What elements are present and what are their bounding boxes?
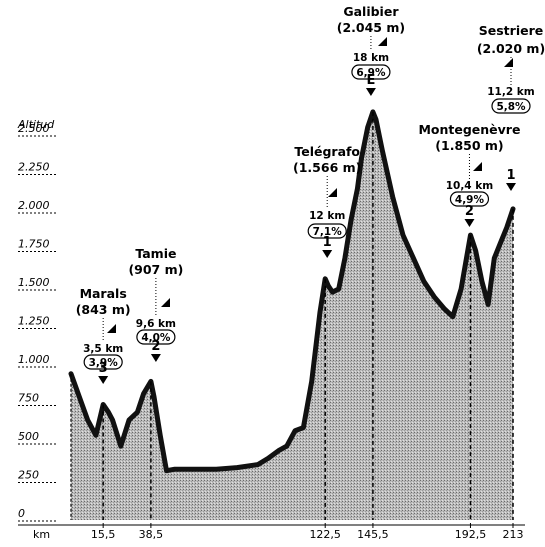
y-tick-label: 0 <box>18 507 25 520</box>
gradient-triangle-icon <box>328 188 337 197</box>
axis-layer: Altitud 0 250 500 750 1.000 1.250 1.500 1.750 2.0… <box>17 118 525 541</box>
climb-gradient: 6,9% <box>356 67 386 79</box>
y-axis-title: Altitud <box>17 118 55 131</box>
y-tick-label: 2.000 <box>18 199 50 212</box>
peak-altitude: (907 m) <box>128 262 183 277</box>
gradient-badge <box>491 98 531 114</box>
x-tick-label: 15,5 <box>91 528 116 541</box>
climb-distance: 3,5 km <box>83 343 123 355</box>
peak-name: Telégrafo <box>294 144 360 159</box>
x-tick-label: 38,5 <box>139 528 164 541</box>
peak-name: Tamie <box>135 246 176 261</box>
y-tick-label: 750 <box>18 392 39 405</box>
climb-gradient: 4,9% <box>455 194 485 206</box>
y-tick-label: 1.000 <box>18 353 50 366</box>
category-label: 1 <box>323 235 332 250</box>
peak-altitude: (1.566 m) <box>293 160 361 175</box>
category-arrow-icon <box>464 219 475 227</box>
gradient-badge <box>307 223 347 239</box>
category-label: E <box>366 73 375 88</box>
category-label: 3 <box>99 361 108 376</box>
category-arrow-icon <box>150 354 161 362</box>
category-arrow-icon <box>322 250 333 258</box>
climb-distance: 12 km <box>309 210 345 222</box>
peak-altitude: (843 m) <box>76 302 131 317</box>
y-tick-label: 500 <box>18 430 39 443</box>
climb-distance: 9,6 km <box>136 318 176 330</box>
gradient-triangle-icon <box>473 162 482 171</box>
category-label: 1 <box>506 168 515 183</box>
area-layer <box>68 109 516 521</box>
gradient-badge <box>449 191 490 207</box>
x-axis-title: km <box>33 528 50 541</box>
category-arrow-icon <box>506 183 516 191</box>
y-tick-label: 1.250 <box>18 315 50 328</box>
climb-distance: 10,4 km <box>446 180 494 192</box>
gradient-triangle-icon <box>378 37 387 46</box>
x-tick-label: 192,5 <box>455 528 487 541</box>
gradient-badge <box>136 329 176 345</box>
peak-altitude: (2.045 m) <box>337 20 405 35</box>
gradient-badge <box>351 64 391 80</box>
gradient-triangle-icon <box>107 324 116 333</box>
gradient-triangle-icon <box>504 58 513 67</box>
peak-altitude: (2.020 m) <box>477 41 545 56</box>
x-tick-label: 213 <box>503 528 524 541</box>
y-tick-label: 1.750 <box>18 238 50 251</box>
y-tick-label: 250 <box>18 469 39 482</box>
y-tick-label: 1.500 <box>18 276 50 289</box>
profile-area <box>71 111 513 521</box>
peak-name: Galibier <box>343 4 399 19</box>
x-tick-label: 122,5 <box>309 528 341 541</box>
peak-name: Sestriere <box>479 23 543 38</box>
y-tick-label: 2.250 <box>18 161 50 174</box>
category-arrow-icon <box>365 88 376 96</box>
climb-gradient: 7,1% <box>313 226 343 238</box>
gradient-badge <box>83 354 123 370</box>
climb-gradient: 5,8% <box>496 101 526 113</box>
category-label: 2 <box>151 339 160 354</box>
peak-altitude: (1.850 m) <box>435 138 503 153</box>
gradient-triangle-icon <box>161 298 170 307</box>
category-arrow-icon <box>98 376 109 384</box>
peak-name: Montegenèvre <box>418 122 520 137</box>
climb-distance: 11,2 km <box>487 86 535 98</box>
annotation-layer: Marals(843 m) 3,5 km 3,9%3 Tamie(907 m) 9,6 … <box>76 4 545 520</box>
climb-distance: 18 km <box>353 52 389 64</box>
x-tick-label: 145,5 <box>357 528 389 541</box>
y-tick-label: 2.500 <box>18 122 50 135</box>
profile-line <box>68 109 516 474</box>
climb-gradient: 4,0% <box>141 332 171 344</box>
climb-gradient: 3,9% <box>89 357 119 369</box>
peak-name: Marals <box>80 286 127 301</box>
category-label: 2 <box>465 204 474 219</box>
